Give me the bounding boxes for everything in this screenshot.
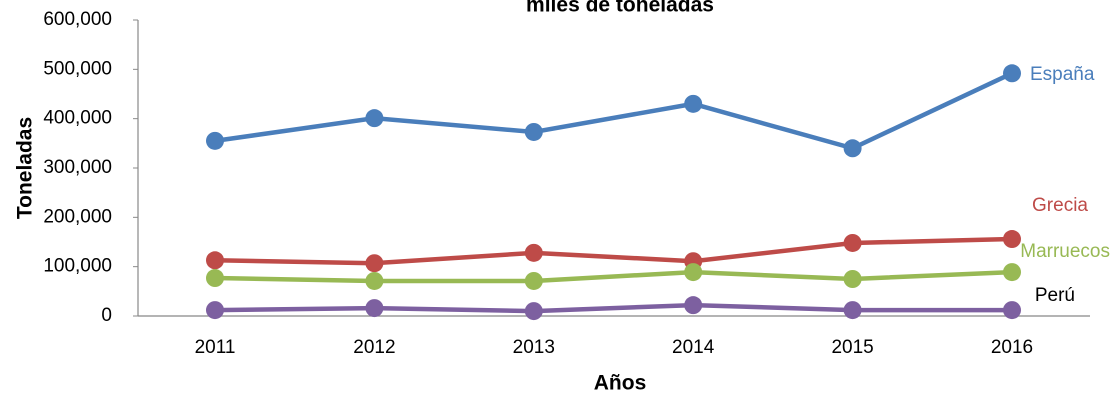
x-axis-title: Años bbox=[594, 372, 647, 395]
data-point bbox=[843, 139, 862, 158]
data-point bbox=[206, 131, 224, 150]
series-line bbox=[214, 236, 1013, 266]
data-point bbox=[524, 122, 543, 141]
x-tick-label: 2011 bbox=[195, 337, 236, 358]
x-tick-label: 2016 bbox=[991, 337, 1033, 358]
y-tick-label: 500,000 bbox=[43, 58, 112, 79]
series-label: Grecia bbox=[1032, 195, 1088, 216]
series-label: España bbox=[1030, 64, 1095, 85]
data-point bbox=[1003, 230, 1021, 249]
data-point bbox=[684, 94, 703, 113]
data-point bbox=[1003, 301, 1021, 320]
data-point bbox=[843, 301, 862, 320]
y-axis-title: Toneladas bbox=[14, 117, 37, 219]
y-tick-label: 100,000 bbox=[43, 256, 112, 277]
x-tick-label: 2015 bbox=[831, 337, 873, 358]
series-line bbox=[214, 302, 1012, 314]
data-point bbox=[206, 301, 224, 320]
data-point bbox=[524, 243, 543, 262]
x-tick-label: 2013 bbox=[513, 337, 555, 358]
data-point bbox=[524, 271, 543, 290]
series-label: Marruecos bbox=[1020, 241, 1110, 262]
x-tick-label: 2012 bbox=[353, 337, 395, 358]
data-point bbox=[365, 109, 384, 128]
y-tick-label: 200,000 bbox=[43, 206, 112, 227]
data-point bbox=[1003, 263, 1021, 282]
series-line bbox=[214, 269, 1013, 284]
data-point bbox=[843, 233, 862, 252]
y-tick-label: 300,000 bbox=[43, 157, 112, 178]
series-label: Perú bbox=[1035, 285, 1075, 306]
data-point bbox=[684, 263, 703, 282]
data-point bbox=[1003, 64, 1021, 83]
data-point bbox=[365, 271, 384, 290]
y-tick-label: 600,000 bbox=[43, 9, 112, 30]
data-point bbox=[843, 270, 862, 288]
y-tick-label: 0 bbox=[101, 305, 112, 326]
data-point bbox=[524, 302, 543, 321]
data-point bbox=[206, 269, 224, 288]
chart-title: miles de toneladas bbox=[526, 0, 714, 17]
x-tick-label: 2014 bbox=[672, 337, 715, 358]
series-line bbox=[214, 71, 1013, 151]
data-point bbox=[684, 296, 703, 315]
data-point bbox=[365, 254, 384, 273]
data-point bbox=[365, 299, 384, 318]
y-tick-label: 400,000 bbox=[43, 108, 112, 129]
data-point bbox=[206, 251, 224, 270]
